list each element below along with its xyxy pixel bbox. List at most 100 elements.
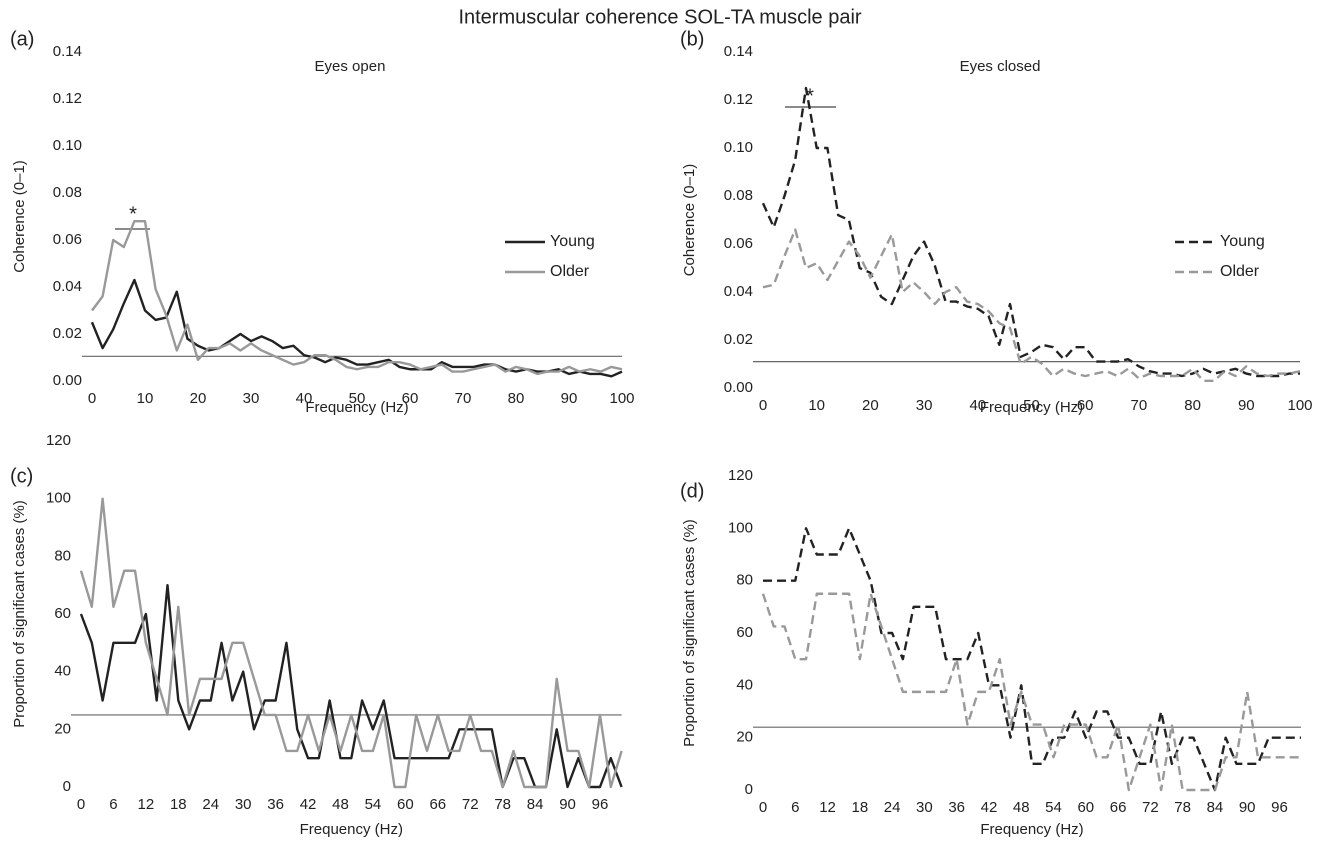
y-tick-label: 0.04 <box>53 278 82 295</box>
x-tick-label: 36 <box>267 796 284 813</box>
legend-label: Young <box>550 233 595 250</box>
x-axis-label: Frequency (Hz) <box>305 399 408 416</box>
annotation: Eyes closed <box>960 58 1041 75</box>
legend-label: Older <box>550 263 590 280</box>
y-tick-label: 0.14 <box>53 43 82 60</box>
y-tick-label: 0.08 <box>53 184 82 201</box>
x-tick-label: 10 <box>808 397 825 414</box>
y-tick-label: 20 <box>736 729 753 746</box>
x-tick-label: 10 <box>137 390 154 407</box>
x-tick-label: 70 <box>1131 397 1148 414</box>
x-tick-label: 90 <box>561 390 578 407</box>
x-tick-label: 42 <box>300 796 317 813</box>
y-tick-label: 0.10 <box>53 137 82 154</box>
y-axis-label: Proportion of significant cases (%) <box>681 519 698 747</box>
x-tick-label: 6 <box>791 799 799 816</box>
x-tick-label: 0 <box>759 397 767 414</box>
y-tick-label: 100 <box>728 519 753 536</box>
annotation: * <box>129 203 137 225</box>
y-axis-label: Coherence (0–1) <box>681 164 698 277</box>
x-tick-label: 66 <box>429 796 446 813</box>
panel-label: (c) <box>10 465 33 487</box>
y-tick-label: 0.14 <box>724 43 753 60</box>
x-tick-label: 18 <box>851 799 868 816</box>
x-tick-label: 60 <box>397 796 414 813</box>
x-tick-label: 36 <box>948 799 965 816</box>
x-tick-label: 50 <box>1023 397 1040 414</box>
figure-title: Intermuscular coherence SOL-TA muscle pa… <box>458 6 861 28</box>
x-tick-label: 30 <box>916 397 933 414</box>
x-tick-label: 20 <box>862 397 879 414</box>
series-line <box>91 220 623 376</box>
x-tick-label: 30 <box>916 799 933 816</box>
y-tick-label: 0.10 <box>724 139 753 156</box>
y-tick-label: 0.00 <box>724 379 753 396</box>
y-tick-label: 0 <box>745 781 753 798</box>
x-tick-label: 48 <box>332 796 349 813</box>
y-tick-label: 0.02 <box>724 331 753 348</box>
x-tick-label: 100 <box>1287 397 1312 414</box>
x-axis-label: Frequency (Hz) <box>300 821 403 838</box>
x-tick-label: 0 <box>759 799 767 816</box>
y-tick-label: 0.12 <box>724 91 753 108</box>
x-tick-label: 80 <box>1184 397 1201 414</box>
series-line <box>90 278 623 378</box>
x-tick-label: 90 <box>559 796 576 813</box>
x-tick-label: 60 <box>402 390 419 407</box>
panel-label: (d) <box>680 480 704 502</box>
x-tick-label: 66 <box>1110 799 1127 816</box>
series-line <box>762 228 1301 382</box>
x-tick-label: 24 <box>202 796 219 813</box>
panel-label: (a) <box>10 28 34 50</box>
x-axis-label: Frequency (Hz) <box>980 399 1083 416</box>
x-tick-label: 40 <box>296 390 313 407</box>
y-axis-label: Coherence (0–1) <box>11 160 28 273</box>
x-tick-label: 18 <box>170 796 187 813</box>
y-tick-label: 0 <box>63 778 71 795</box>
x-tick-label: 90 <box>1238 397 1255 414</box>
y-tick-label: 120 <box>728 467 753 484</box>
x-tick-label: 60 <box>1077 397 1094 414</box>
y-tick-label: 120 <box>46 432 71 449</box>
x-tick-label: 24 <box>884 799 901 816</box>
x-tick-label: 40 <box>969 397 986 414</box>
y-tick-label: 40 <box>54 663 71 680</box>
series-line <box>79 497 623 789</box>
series-line <box>763 527 1301 792</box>
x-axis-label: Frequency (Hz) <box>980 821 1083 838</box>
x-tick-label: 96 <box>1271 799 1288 816</box>
legend-label: Young <box>1220 233 1265 250</box>
y-tick-label: 0.00 <box>53 372 82 389</box>
y-tick-label: 80 <box>54 547 71 564</box>
x-tick-label: 54 <box>1045 799 1062 816</box>
y-tick-label: 0.12 <box>53 90 82 107</box>
y-tick-label: 60 <box>54 605 71 622</box>
x-tick-label: 20 <box>190 390 207 407</box>
x-tick-label: 0 <box>77 796 85 813</box>
x-tick-label: 12 <box>819 799 836 816</box>
x-tick-label: 0 <box>88 390 96 407</box>
x-tick-label: 72 <box>1142 799 1159 816</box>
series-line <box>79 583 623 789</box>
panel-label: (b) <box>680 28 704 50</box>
y-tick-label: 60 <box>736 624 753 641</box>
x-tick-label: 100 <box>609 390 634 407</box>
annotation: Eyes open <box>315 58 386 75</box>
x-tick-label: 48 <box>1013 799 1030 816</box>
y-tick-label: 0.06 <box>724 235 753 252</box>
y-tick-label: 80 <box>736 572 753 589</box>
x-tick-label: 12 <box>138 796 155 813</box>
y-tick-label: 0.02 <box>53 325 82 342</box>
series-line <box>761 592 1301 792</box>
x-tick-label: 70 <box>455 390 472 407</box>
y-tick-label: 40 <box>736 676 753 693</box>
x-tick-label: 78 <box>1174 799 1191 816</box>
x-tick-label: 30 <box>243 390 260 407</box>
x-tick-label: 78 <box>494 796 511 813</box>
x-tick-label: 80 <box>508 390 525 407</box>
x-tick-label: 84 <box>1207 799 1224 816</box>
y-axis-label: Proportion of significant cases (%) <box>11 500 28 728</box>
y-tick-label: 0.06 <box>53 231 82 248</box>
